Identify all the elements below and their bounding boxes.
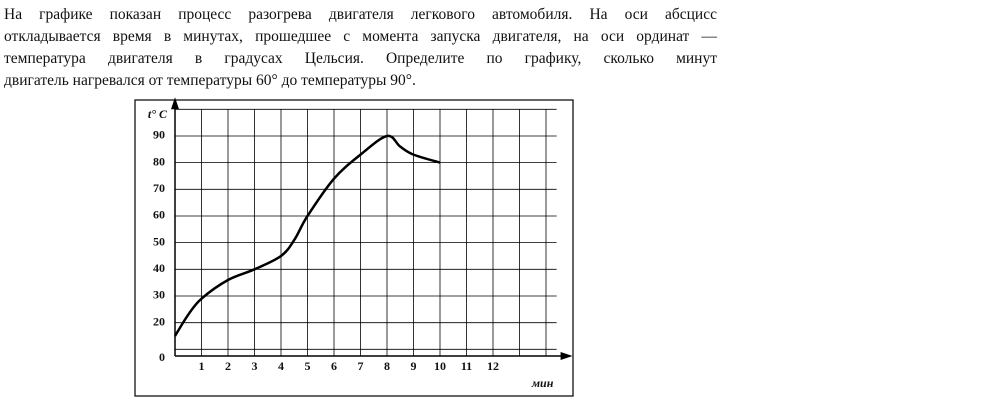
x-axis-label: мин <box>531 376 554 390</box>
y-tick-label: 30 <box>153 288 165 302</box>
x-tick-label: 11 <box>461 359 472 373</box>
y-axis-label: t° C <box>148 107 168 121</box>
text-line: двигатель нагревался от температуры 60° … <box>4 72 416 89</box>
y-tick-label: 20 <box>153 314 165 328</box>
y-axis-arrow <box>171 97 179 110</box>
text-line: температура двигателя в градусах Цельсия… <box>4 50 717 67</box>
x-tick-label: 6 <box>331 359 337 373</box>
y-tick-label: 90 <box>153 128 165 142</box>
x-tick-label: 4 <box>278 359 284 373</box>
x-tick-label: 7 <box>358 359 364 373</box>
x-axis-arrow <box>560 352 573 360</box>
text-line: На графике показан процесс разогрева дви… <box>4 6 717 23</box>
x-tick-label: 8 <box>384 359 390 373</box>
y-tick-label: 60 <box>153 208 165 222</box>
y-tick-label: 70 <box>153 181 165 195</box>
x-tick-label: 2 <box>225 359 231 373</box>
x-tick-label: 12 <box>487 359 499 373</box>
y-tick-label: 40 <box>153 261 165 275</box>
x-tick-label: 10 <box>434 359 446 373</box>
y-tick-label: 50 <box>153 234 165 248</box>
origin-label: 0 <box>159 350 165 364</box>
x-tick-label: 5 <box>305 359 311 373</box>
problem-text: На графике показан процесс разогрева дви… <box>4 4 717 92</box>
data-line <box>173 134 441 337</box>
x-tick-label: 1 <box>199 359 205 373</box>
x-tick-label: 9 <box>411 359 417 373</box>
x-tick-label: 3 <box>252 359 258 373</box>
chart-frame <box>134 99 574 397</box>
text-line: откладывается время в минутах, прошедшее… <box>4 28 717 45</box>
y-tick-label: 80 <box>153 154 165 168</box>
